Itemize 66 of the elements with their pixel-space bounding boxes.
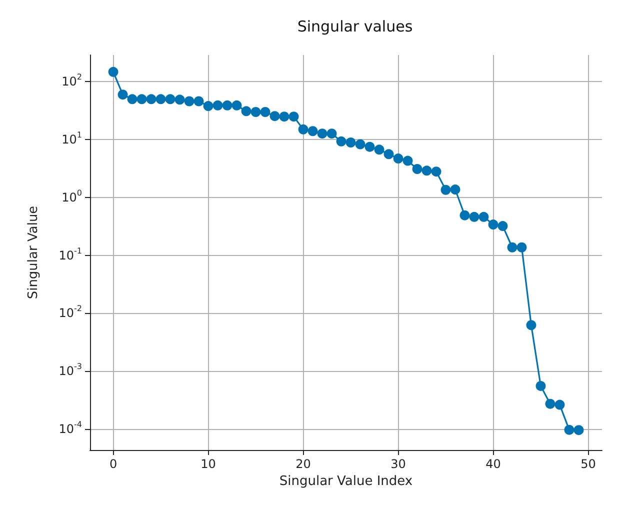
y-tick-label: 10$^{-4}$ [58,420,82,436]
point [326,128,337,139]
point [184,96,194,106]
point [136,94,147,104]
point [336,136,346,146]
point [536,380,546,391]
point [545,398,556,409]
y-tick-label: 10$^{0}$ [62,188,82,204]
point [232,100,242,110]
y-tick-label: 10$^{1}$ [62,130,82,147]
point [488,220,498,230]
x-tick-label: 40 [486,457,501,471]
point [317,128,328,139]
y-tick-label: 10$^{-3}$ [58,362,82,378]
point [308,126,318,136]
point [574,425,584,436]
point [440,184,451,195]
point [288,112,299,122]
point [260,106,270,117]
point [564,424,574,435]
point [212,100,223,110]
point [346,138,356,148]
point [203,101,214,112]
point [364,142,375,152]
point [498,221,508,232]
x-axis-title: Singular Value Index [279,474,413,489]
point [412,164,422,174]
y-axis-title: Singular Value [26,206,41,300]
point [156,94,166,104]
point [460,210,470,220]
y-tick-label: 10$^{-2}$ [58,304,82,320]
x-tick-label: 50 [580,457,596,471]
point [127,94,138,104]
point [554,400,565,410]
point [174,94,185,105]
point [270,111,280,122]
point [355,139,366,150]
point [384,149,394,160]
point [374,144,384,155]
point [250,106,261,117]
point [146,94,156,104]
y-tick-label: 10$^{-1}$ [58,246,82,262]
point [241,106,252,116]
point [222,100,232,110]
point [469,212,480,222]
point [450,184,460,195]
point [279,112,290,122]
x-tick-label: 10 [200,457,216,471]
point [298,124,308,134]
point [478,212,489,222]
point [194,96,204,106]
point [393,154,404,164]
point [516,242,527,252]
point [422,166,432,176]
point [526,320,536,330]
x-tick-label: 30 [390,457,406,471]
point [165,94,176,104]
point [402,156,413,166]
y-tick-label: 10$^{2}$ [62,72,82,89]
point [108,66,118,77]
x-tick-label: 0 [109,457,118,471]
chart-title: Singular values [297,18,413,36]
point [118,90,128,100]
x-tick-label: 20 [296,457,311,471]
point [507,242,518,252]
point [431,166,442,177]
